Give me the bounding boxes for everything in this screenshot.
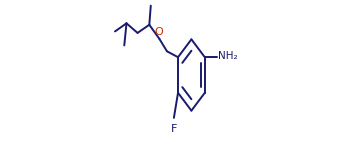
Text: NH₂: NH₂ <box>218 51 238 61</box>
Text: F: F <box>171 124 177 134</box>
Text: O: O <box>154 27 163 37</box>
